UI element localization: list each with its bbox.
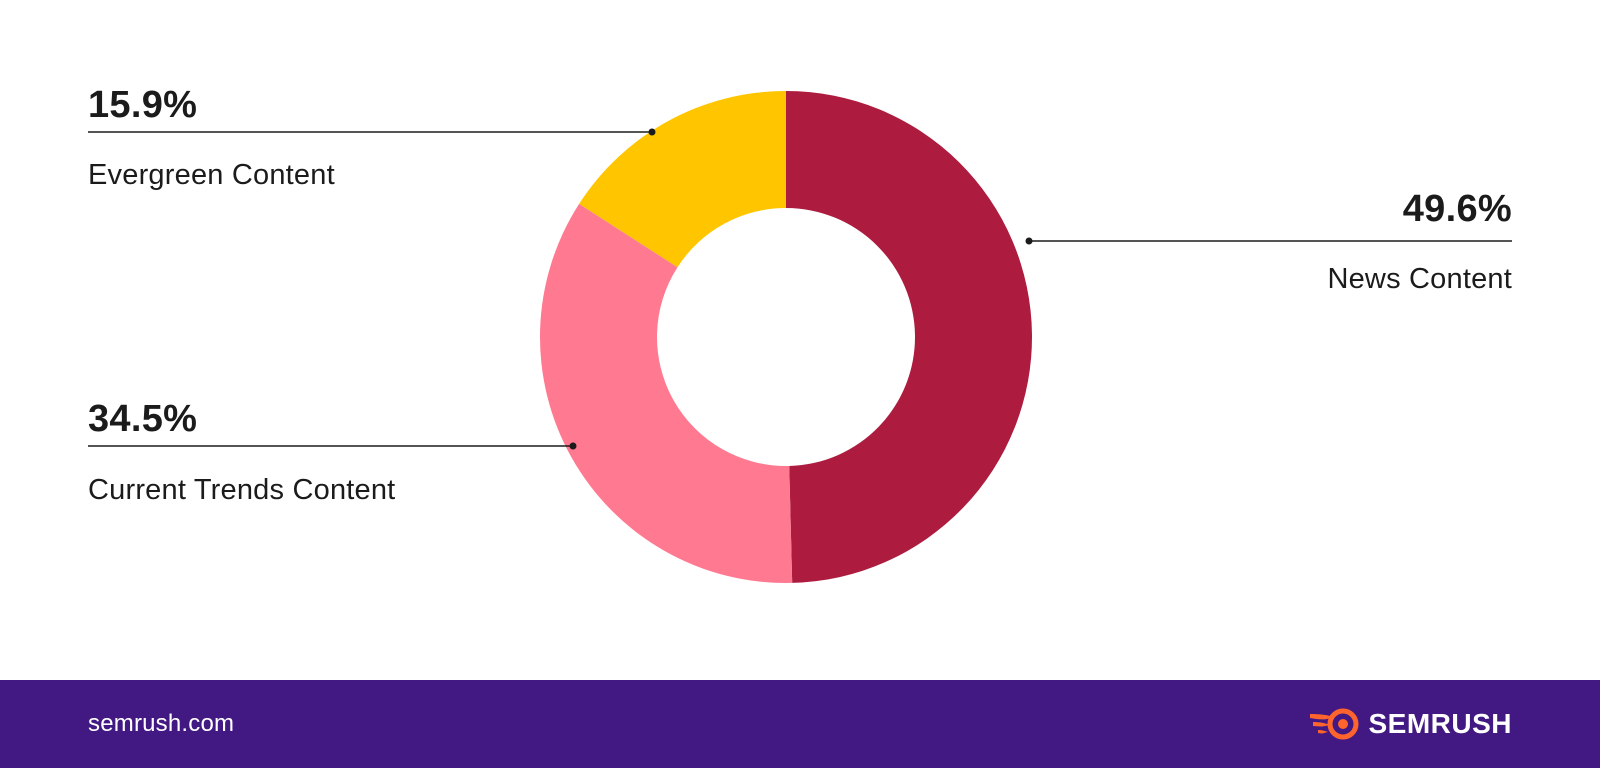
- donut-chart: 15.9% Evergreen Content 34.5% Current Tr…: [88, 86, 1512, 584]
- footer-site-link[interactable]: semrush.com: [88, 710, 235, 737]
- legend-label-news: News Content: [1327, 263, 1512, 295]
- data-label-evergreen-value: 15.9%: [88, 84, 198, 126]
- slice-news: [786, 91, 1032, 583]
- brand-name: SEMRUSH: [1368, 708, 1512, 739]
- label-current-trends: 34.5% Current Trends Content: [88, 400, 395, 505]
- legend-label-current-trends: Current Trends Content: [88, 474, 396, 506]
- leader-line-news-dot: [1025, 237, 1033, 245]
- legend-label-evergreen: Evergreen Content: [88, 159, 335, 191]
- label-evergreen: 15.9% Evergreen Content: [88, 86, 335, 190]
- data-label-news-value: 49.6%: [1402, 188, 1512, 230]
- donut-chart-svg: [88, 91, 1512, 584]
- brand-logo[interactable]: SEMRUSH: [1308, 680, 1512, 768]
- slice-current-trends: [540, 203, 793, 584]
- leader-line-evergreen-dot: [648, 128, 656, 136]
- slice-evergreen: [579, 91, 786, 268]
- semrush-fire-icon: [1310, 708, 1359, 740]
- label-news: 49.6% News Content: [1327, 190, 1512, 294]
- footer-bar: semrush.com SEMRUSH: [0, 680, 1600, 768]
- data-label-current-trends-value: 34.5%: [88, 398, 198, 440]
- leader-line-current-trends-dot: [569, 442, 577, 450]
